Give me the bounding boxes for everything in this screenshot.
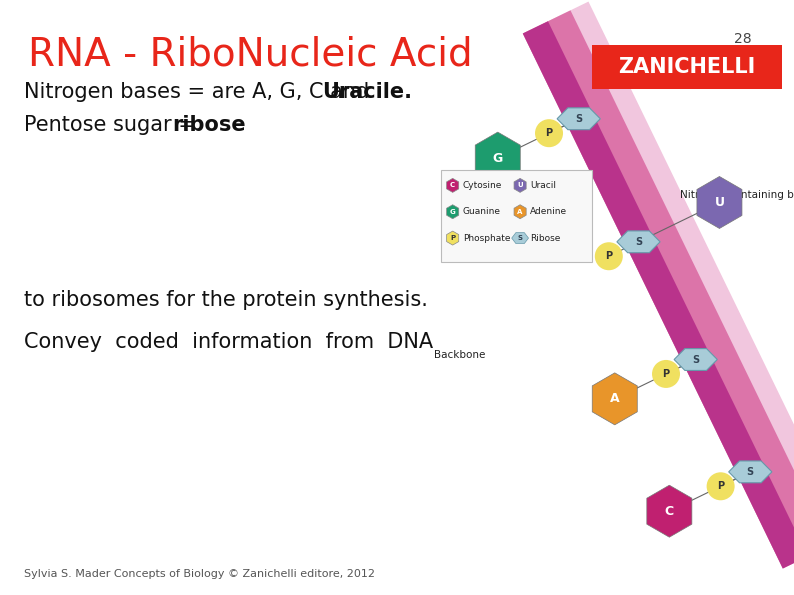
Polygon shape [446,178,459,192]
Text: Nitrogen bases = are A, G, C and: Nitrogen bases = are A, G, C and [24,82,376,102]
Text: G: G [492,152,503,165]
Text: P: P [717,481,724,491]
Polygon shape [446,205,459,219]
Text: Guanine: Guanine [463,207,501,216]
Text: Sylvia S. Mader Concepts of Biology © Zanichelli editore, 2012: Sylvia S. Mader Concepts of Biology © Za… [24,569,375,579]
Text: Ribose: Ribose [530,234,561,243]
Text: P: P [545,128,553,138]
Text: Backbone: Backbone [434,350,486,360]
Circle shape [707,472,734,500]
Polygon shape [522,21,794,568]
Text: S: S [635,237,642,247]
Text: RNA - RiboNucleic Acid: RNA - RiboNucleic Acid [28,36,472,74]
Circle shape [595,242,622,270]
Bar [441,170,592,262]
Polygon shape [557,108,600,130]
Text: P: P [450,235,455,241]
Text: Pentose sugar =: Pentose sugar = [24,115,202,135]
Text: C: C [450,183,455,189]
Text: C: C [665,505,674,518]
Text: S: S [692,355,700,365]
Text: Uracile.: Uracile. [322,82,412,102]
Text: P: P [605,251,612,261]
Text: ZANICHELLI: ZANICHELLI [619,57,755,77]
Text: S: S [575,114,582,124]
Polygon shape [697,177,742,228]
Text: Cytosine: Cytosine [463,181,502,190]
Polygon shape [674,349,717,371]
Text: Uracil: Uracil [530,181,556,190]
Polygon shape [729,461,772,483]
Text: Nitrogen-containing bases: Nitrogen-containing bases [680,190,794,200]
Polygon shape [446,231,459,245]
Text: P: P [662,369,669,379]
Text: S: S [518,235,522,241]
Text: S: S [746,467,754,477]
Text: ribose: ribose [172,115,245,135]
Polygon shape [647,485,692,537]
Text: U: U [517,183,523,189]
Polygon shape [617,231,660,253]
Polygon shape [511,233,529,243]
Polygon shape [514,205,526,219]
Bar [592,45,782,89]
Polygon shape [476,132,520,184]
Text: U: U [715,196,724,209]
Text: 28: 28 [734,32,751,46]
Polygon shape [522,10,794,568]
Text: Phosphate: Phosphate [463,234,511,243]
Text: to ribosomes for the protein synthesis.: to ribosomes for the protein synthesis. [24,290,428,311]
Polygon shape [514,178,526,192]
Polygon shape [522,2,794,568]
Text: A: A [518,209,522,215]
Text: Convey  coded  information  from  DNA: Convey coded information from DNA [24,332,433,352]
Circle shape [535,119,563,147]
Circle shape [652,360,680,388]
Text: Adenine: Adenine [530,207,567,216]
Polygon shape [592,373,638,425]
Text: A: A [610,392,619,405]
Text: G: G [449,209,456,215]
